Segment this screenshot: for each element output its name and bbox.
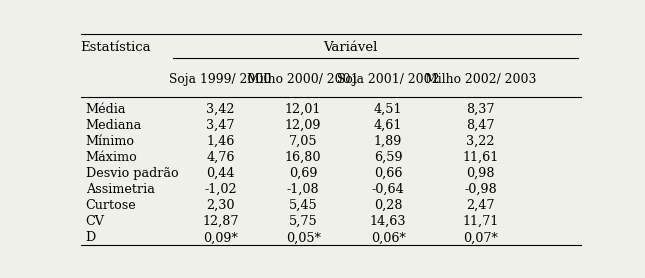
Text: 4,51: 4,51 <box>374 103 402 116</box>
Text: 5,75: 5,75 <box>289 215 317 228</box>
Text: 7,05: 7,05 <box>289 135 317 148</box>
Text: Estatística: Estatística <box>81 41 151 54</box>
Text: 0,09*: 0,09* <box>203 231 238 244</box>
Text: 3,47: 3,47 <box>206 119 235 132</box>
Text: 14,63: 14,63 <box>370 215 406 228</box>
Text: Mediana: Mediana <box>86 119 142 132</box>
Text: 6,59: 6,59 <box>373 151 402 164</box>
Text: -0,98: -0,98 <box>464 183 497 196</box>
Text: 3,22: 3,22 <box>466 135 495 148</box>
Text: D: D <box>86 231 96 244</box>
Text: 0,98: 0,98 <box>466 167 495 180</box>
Text: 11,61: 11,61 <box>462 151 499 164</box>
Text: 2,47: 2,47 <box>466 199 495 212</box>
Text: 4,61: 4,61 <box>374 119 402 132</box>
Text: 0,28: 0,28 <box>374 199 402 212</box>
Text: 12,01: 12,01 <box>285 103 321 116</box>
Text: Milho 2002/ 2003: Milho 2002/ 2003 <box>425 73 536 86</box>
Text: Média: Média <box>86 103 126 116</box>
Text: 8,47: 8,47 <box>466 119 495 132</box>
Text: Mínimo: Mínimo <box>86 135 135 148</box>
Text: 2,30: 2,30 <box>206 199 235 212</box>
Text: -1,08: -1,08 <box>287 183 319 196</box>
Text: 12,87: 12,87 <box>203 215 239 228</box>
Text: Curtose: Curtose <box>86 199 136 212</box>
Text: 4,76: 4,76 <box>206 151 235 164</box>
Text: 8,37: 8,37 <box>466 103 495 116</box>
Text: 16,80: 16,80 <box>285 151 321 164</box>
Text: 1,46: 1,46 <box>206 135 235 148</box>
Text: -0,64: -0,64 <box>372 183 404 196</box>
Text: 5,45: 5,45 <box>289 199 317 212</box>
Text: 0,05*: 0,05* <box>286 231 321 244</box>
Text: CV: CV <box>86 215 104 228</box>
Text: 1,89: 1,89 <box>374 135 402 148</box>
Text: Assimetria: Assimetria <box>86 183 155 196</box>
Text: 0,07*: 0,07* <box>463 231 498 244</box>
Text: Máximo: Máximo <box>86 151 137 164</box>
Text: 0,69: 0,69 <box>289 167 317 180</box>
Text: 11,71: 11,71 <box>462 215 499 228</box>
Text: 12,09: 12,09 <box>285 119 321 132</box>
Text: 0,06*: 0,06* <box>371 231 406 244</box>
Text: 0,66: 0,66 <box>374 167 402 180</box>
Text: -1,02: -1,02 <box>204 183 237 196</box>
Text: 3,42: 3,42 <box>206 103 235 116</box>
Text: 0,44: 0,44 <box>206 167 235 180</box>
Text: Desvio padrão: Desvio padrão <box>86 167 178 180</box>
Text: Soja 2001/ 2002: Soja 2001/ 2002 <box>337 73 439 86</box>
Text: Milho 2000/ 2001: Milho 2000/ 2001 <box>247 73 359 86</box>
Text: Soja 1999/ 2000: Soja 1999/ 2000 <box>170 73 272 86</box>
Text: Variável: Variável <box>323 41 378 54</box>
